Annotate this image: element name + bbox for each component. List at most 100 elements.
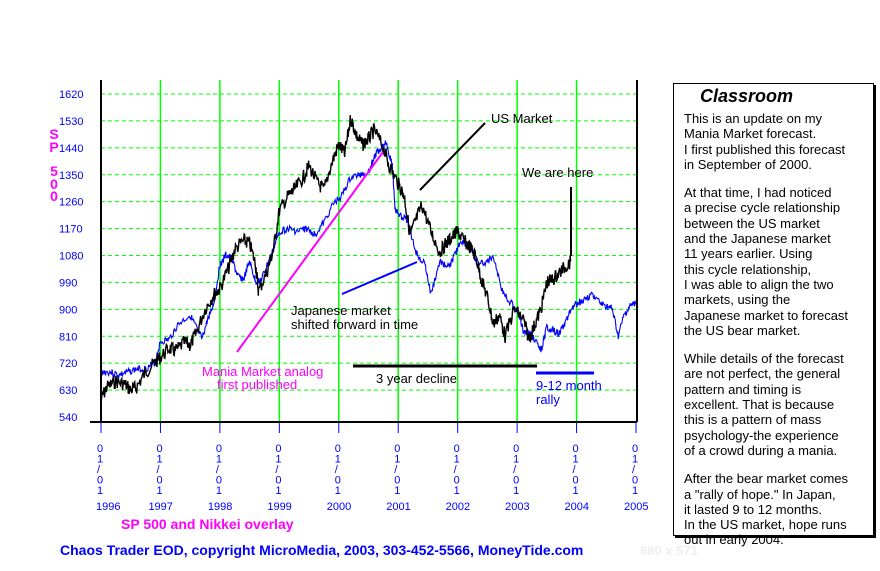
y-tick-label: 540 xyxy=(59,412,77,424)
japanese-label-2: shifted forward in time xyxy=(291,317,418,332)
mania-pointer xyxy=(236,151,384,353)
x-date-char: / xyxy=(275,464,279,476)
x-date-char: 1 xyxy=(513,485,519,497)
x-date-char: 0 xyxy=(632,443,638,455)
x-date-char: 0 xyxy=(513,475,519,487)
x-date-char: 1 xyxy=(394,485,400,497)
y-tick-label: 990 xyxy=(59,277,77,289)
y-title-char: 5 xyxy=(50,163,58,179)
x-date-char: 0 xyxy=(454,443,460,455)
x-date-char: 1 xyxy=(632,485,638,497)
x-date-char: / xyxy=(394,464,398,476)
panel-title: Classroom xyxy=(700,86,794,106)
x-date-char: 1 xyxy=(573,454,579,466)
x-date-char: 0 xyxy=(156,443,162,455)
y-axis-title: S P 5 0 0 xyxy=(47,126,61,204)
japanese-pointer xyxy=(341,261,418,295)
x-date-char: / xyxy=(513,464,517,476)
x-date-char: 1 xyxy=(216,454,222,466)
x-tick-label: 2003 xyxy=(505,501,529,513)
x-date-char: 0 xyxy=(335,443,341,455)
x-tick-label: 1998 xyxy=(208,501,232,513)
x-date-char: 1 xyxy=(275,485,281,497)
panel-paragraph: This is an update on my Mania Market for… xyxy=(684,111,846,172)
x-date-char: 0 xyxy=(156,475,162,487)
x-date-char: 0 xyxy=(275,443,281,455)
x-date-char: 1 xyxy=(156,454,162,466)
x-date-char: 1 xyxy=(513,454,519,466)
mania-label-1: Mania Market analog xyxy=(202,364,323,379)
y-title-char: 0 xyxy=(50,188,58,204)
x-date-char: 0 xyxy=(335,475,341,487)
x-date-char: 0 xyxy=(97,443,103,455)
rally-label-2: rally xyxy=(536,392,560,407)
x-date-char: 0 xyxy=(97,475,103,487)
x-tick-label: 1997 xyxy=(148,501,172,513)
x-date-char: / xyxy=(216,464,220,476)
classroom-panel: Classroom This is an update on my Mania … xyxy=(673,83,874,547)
x-date-char: 0 xyxy=(216,475,222,487)
footer-copyright: Chaos Trader EOD, copyright MicroMedia, … xyxy=(60,542,584,558)
series xyxy=(100,115,637,400)
x-date-char: 1 xyxy=(454,485,460,497)
x-tick-label: 2002 xyxy=(446,501,470,513)
axes: 1620 1530 1440 1350 1260 1170 1080 990 900 810 720… xyxy=(59,80,648,513)
panel-paragraph: After the bear market comes a "rally of … xyxy=(684,471,849,548)
x-date-char: / xyxy=(335,464,339,476)
x-date-char: 0 xyxy=(394,443,400,455)
x-date-char: 1 xyxy=(454,454,460,466)
x-date-char: 0 xyxy=(454,475,460,487)
y-tick-label: 810 xyxy=(59,331,77,343)
x-tick-label: 2004 xyxy=(565,501,589,513)
x-date-char: 0 xyxy=(394,475,400,487)
chart-title: SP 500 and Nikkei overlay xyxy=(121,516,294,532)
y-tick-label: 720 xyxy=(59,358,77,370)
panel-paragraph: At that time, I had noticed a precise cy… xyxy=(684,185,849,338)
mania-label-2: first published xyxy=(217,377,297,392)
x-date-char: / xyxy=(156,464,160,476)
y-title-char: P xyxy=(49,138,59,155)
x-date-char: 0 xyxy=(216,443,222,455)
x-date-char: 0 xyxy=(275,475,281,487)
x-tick-label: 1996 xyxy=(96,501,120,513)
panel-paragraph: While details of the forecast are not pe… xyxy=(684,351,844,458)
y-tick-label: 1080 xyxy=(59,251,83,263)
annotations: US Market We are here Mania Market analo… xyxy=(202,111,602,407)
y-tick-label: 1170 xyxy=(59,224,83,236)
us-market-label: US Market xyxy=(491,111,553,126)
x-tick-label: 2005 xyxy=(624,501,648,513)
x-tick-label: 2000 xyxy=(327,501,351,513)
x-date-char: 1 xyxy=(275,454,281,466)
y-tick-label: 1350 xyxy=(59,170,83,182)
sp500-line xyxy=(100,115,572,400)
x-date-char: 1 xyxy=(156,485,162,497)
x-date-char: 1 xyxy=(335,485,341,497)
y-tick-label: 1440 xyxy=(59,143,83,155)
x-date-char: 1 xyxy=(216,485,222,497)
y-tick-label: 1260 xyxy=(59,197,83,209)
x-date-char: 1 xyxy=(394,454,400,466)
japanese-label-1: Japanese market xyxy=(291,303,391,318)
x-date-char: 1 xyxy=(573,485,579,497)
y-tick-label: 1620 xyxy=(59,89,83,101)
x-tick-label: 1999 xyxy=(267,501,291,513)
y-title-char: 0 xyxy=(50,175,58,192)
x-date-char: 0 xyxy=(573,443,579,455)
x-date-char: 0 xyxy=(573,475,579,487)
us-market-pointer xyxy=(419,122,486,191)
decline-label: 3 year decline xyxy=(376,371,457,386)
x-date-char: 0 xyxy=(513,443,519,455)
y-title-char: S xyxy=(49,126,59,142)
x-date-char: 0 xyxy=(632,475,638,487)
x-date-char: 1 xyxy=(97,485,103,497)
we-are-here-label: We are here xyxy=(522,165,593,180)
rally-label-1: 9-12 month xyxy=(536,378,602,393)
nikkei-line xyxy=(100,140,637,379)
y-tick-label: 900 xyxy=(59,304,77,316)
x-date-char: 1 xyxy=(97,454,103,466)
x-date-char: / xyxy=(454,464,458,476)
dimensions-label: 880 x 571 xyxy=(640,543,698,558)
x-date-char: 1 xyxy=(632,454,638,466)
x-date-char: / xyxy=(632,464,636,476)
